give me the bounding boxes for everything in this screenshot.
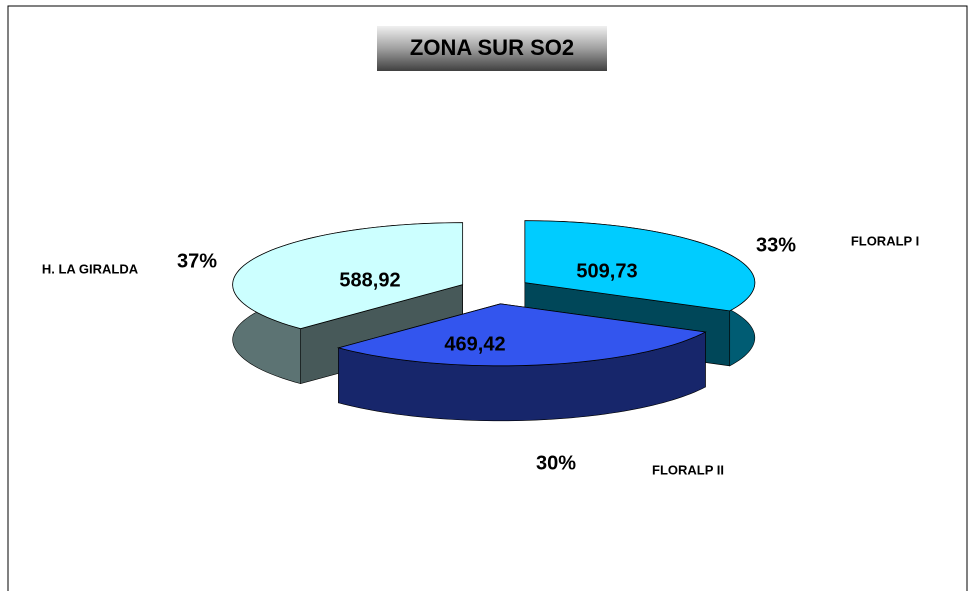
chart-frame: [7, 5, 968, 596]
category-label: FLORALP II: [652, 462, 724, 477]
slice-top: [524, 220, 756, 312]
value-label: 588,92: [339, 269, 400, 291]
value-label: 469,42: [444, 333, 505, 355]
percent-label: 30%: [536, 452, 576, 474]
pie: [232, 220, 756, 422]
percent-label: 37%: [177, 250, 217, 272]
slice-top: [336, 303, 707, 367]
slice-top: [232, 222, 464, 330]
value-label: 509,73: [576, 260, 637, 282]
category-label: FLORALP I: [851, 233, 919, 248]
percent-label: 33%: [756, 234, 796, 256]
chart-title: ZONA SUR SO2: [410, 35, 574, 60]
title-box: [377, 26, 607, 71]
category-label: H. LA GIRALDA: [42, 261, 139, 276]
